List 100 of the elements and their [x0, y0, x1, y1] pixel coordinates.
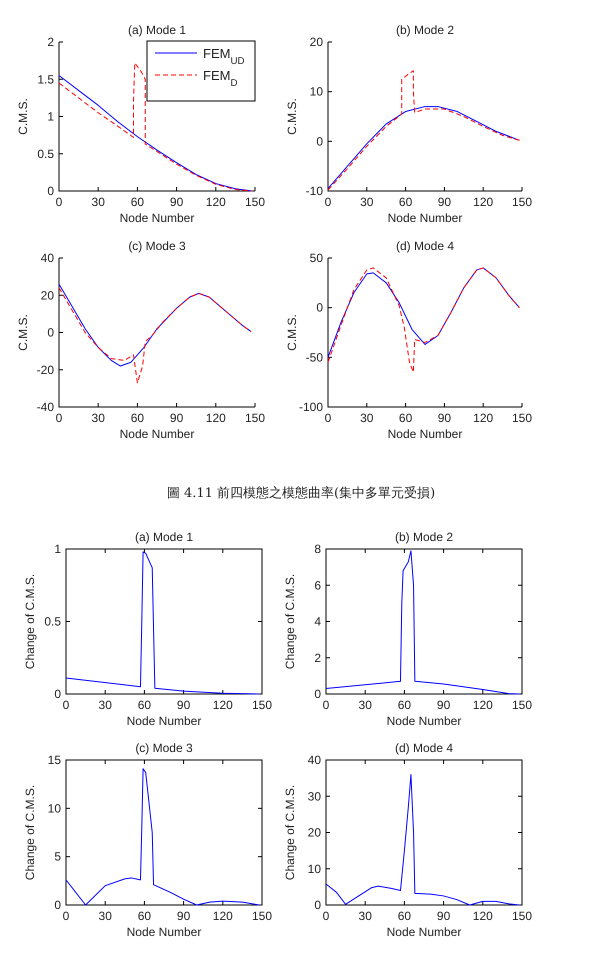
x-tick-label: 90 — [438, 411, 452, 425]
x-tick-label: 60 — [138, 698, 152, 712]
y-axis-title: Change of C.M.S. — [23, 784, 37, 880]
x-axis-title: Node Number — [388, 427, 462, 441]
x-tick-label: 30 — [98, 698, 112, 712]
x-tick-label: 90 — [176, 698, 191, 712]
y-tick-label: 6 — [314, 578, 322, 592]
x-tick-label: 30 — [98, 909, 112, 923]
x-tick-label: 150 — [512, 195, 532, 209]
x-axis-title: Node Number — [126, 925, 202, 939]
y-tick-label: 0.5 — [44, 614, 62, 628]
chart-title: (a) Mode 1 — [128, 23, 186, 37]
y-tick-label: 2 — [47, 35, 54, 49]
x-tick-label: 150 — [512, 411, 532, 425]
y-tick-label: 8 — [314, 542, 322, 556]
y-tick-label: 30 — [308, 789, 322, 804]
x-axis-title: Node Number — [386, 714, 462, 728]
x-tick-label: 60 — [398, 411, 413, 425]
y-tick-label: 10 — [310, 84, 324, 99]
x-tick-label: 120 — [212, 698, 234, 712]
x-tick-label: 150 — [252, 909, 272, 923]
y-tick-label: -50 — [306, 350, 324, 364]
y-tick-label: 20 — [310, 35, 324, 49]
chart-title: (b) Mode 2 — [396, 23, 454, 37]
y-tick-label: 0 — [47, 326, 54, 340]
y-tick-label: 20 — [40, 288, 54, 302]
chart-title: (c) Mode 3 — [135, 741, 193, 755]
x-tick-label: 30 — [358, 698, 372, 712]
y-tick-label: 1 — [47, 110, 54, 124]
y-tick-label: 15 — [48, 753, 62, 767]
y-tick-label: 2 — [314, 650, 322, 665]
legend-label: FEM$_{UD}$ — [203, 46, 245, 66]
y-tick-label: 40 — [40, 251, 54, 265]
y-tick-label: 50 — [310, 251, 324, 265]
x-tick-label: 30 — [92, 411, 106, 425]
x-tick-label: 120 — [473, 411, 494, 425]
x-tick-label: 60 — [138, 909, 152, 923]
chart-title: (d) Mode 4 — [396, 239, 454, 253]
y-tick-label: 5 — [54, 850, 62, 864]
x-tick-label: 30 — [360, 195, 374, 209]
y-tick-label: 0 — [47, 184, 54, 198]
x-tick-label: 120 — [473, 195, 494, 209]
legend-label: FEM$_{D}$ — [203, 68, 238, 88]
x-tick-label: 120 — [206, 411, 226, 425]
x-tick-label: 0 — [62, 698, 70, 712]
y-tick-label: -100 — [298, 400, 324, 414]
x-axis-title: Node Number — [386, 925, 462, 939]
x-tick-label: 150 — [244, 195, 266, 209]
y-tick-label: 20 — [308, 826, 322, 840]
x-tick-label: 30 — [358, 909, 372, 923]
y-tick-label: 0 — [316, 134, 324, 148]
chart-title: (b) Mode 2 — [394, 530, 454, 544]
x-tick-label: 60 — [398, 698, 412, 712]
x-tick-label: 90 — [170, 411, 184, 425]
x-tick-label: 150 — [244, 411, 266, 425]
x-axis-title: Node Number — [126, 714, 202, 728]
y-tick-label: -40 — [36, 400, 54, 414]
x-tick-label: 0 — [62, 909, 70, 923]
x-tick-label: 0 — [324, 195, 332, 209]
x-tick-label: 0 — [324, 411, 332, 425]
y-tick-label: 0 — [54, 898, 62, 912]
x-tick-label: 30 — [92, 195, 106, 209]
x-axis-title: Node Number — [120, 427, 194, 441]
x-tick-label: 90 — [436, 698, 451, 712]
y-tick-label: 1.5 — [37, 72, 54, 86]
y-tick-label: -20 — [36, 362, 54, 377]
text: 圖 4.11 前四模態之模態曲率(集中多單元受損) — [166, 485, 436, 501]
x-tick-label: 150 — [512, 909, 532, 923]
y-axis-title: C.M.S. — [16, 314, 30, 351]
y-tick-label: 10 — [48, 801, 62, 816]
y-tick-label: 0.5 — [37, 146, 54, 161]
y-axis-title: Change of C.M.S. — [23, 574, 37, 670]
y-axis-title: C.M.S. — [16, 98, 30, 135]
x-tick-label: 30 — [360, 411, 374, 425]
chart-title: (d) Mode 4 — [394, 741, 454, 755]
x-tick-label: 60 — [398, 195, 413, 209]
x-tick-label: 120 — [206, 195, 226, 209]
y-tick-label: 0 — [314, 687, 322, 701]
y-tick-label: 0 — [314, 898, 322, 912]
x-tick-label: 90 — [176, 909, 191, 923]
x-tick-label: 120 — [212, 909, 234, 923]
x-tick-label: 90 — [436, 909, 451, 923]
x-axis-title: Node Number — [388, 211, 462, 225]
x-tick-label: 150 — [512, 698, 532, 712]
y-axis-title: Change of C.M.S. — [283, 574, 297, 670]
y-tick-label: 0 — [316, 300, 324, 315]
y-axis-title: C.M.S. — [285, 314, 299, 351]
y-tick-label: 1 — [54, 542, 62, 556]
y-tick-label: 40 — [308, 753, 322, 767]
y-axis-title: C.M.S. — [285, 98, 299, 135]
y-tick-label: 4 — [314, 614, 322, 628]
x-tick-label: 60 — [130, 411, 144, 425]
x-tick-label: 90 — [170, 195, 184, 209]
x-tick-label: 60 — [130, 195, 144, 209]
chart-title: (a) Mode 1 — [134, 530, 194, 544]
x-tick-label: 150 — [252, 698, 272, 712]
chart-title: (c) Mode 3 — [128, 239, 186, 253]
x-tick-label: 90 — [438, 195, 452, 209]
y-tick-label: 0 — [54, 687, 62, 701]
x-tick-label: 120 — [472, 698, 494, 712]
